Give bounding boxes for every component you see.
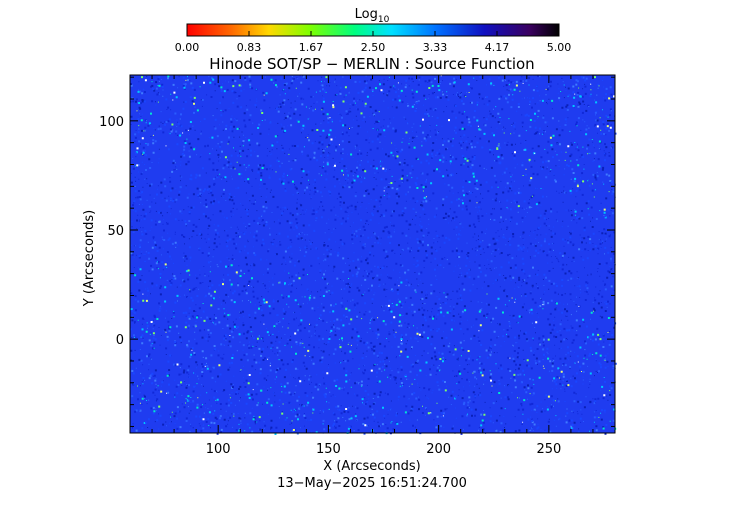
colorbar: Log10 0.00 0.83 1.67 2.50 3.33 4.17 5.00 xyxy=(175,7,572,54)
y-tick-label: 100 xyxy=(99,115,124,130)
colorbar-label: Log10 xyxy=(355,7,390,25)
x-tick-label: 150 xyxy=(316,442,341,457)
x-tick-label: 100 xyxy=(206,442,231,457)
y-axis-label: Y (Arcseconds) xyxy=(82,210,97,307)
y-axis: 0 50 100 xyxy=(99,76,615,427)
colorbar-tick-label: 3.33 xyxy=(423,41,448,54)
colorbar-tick-label: 0.83 xyxy=(237,41,262,54)
x-tick-label: 250 xyxy=(536,442,561,457)
heatmap-cell-group xyxy=(131,75,617,434)
colorbar-tick-label: 5.00 xyxy=(547,41,572,54)
colorbar-tick-label: 0.00 xyxy=(175,41,200,54)
timestamp: 13−May−2025 16:51:24.700 xyxy=(277,476,467,491)
colorbar-tick-label: 4.17 xyxy=(485,41,510,54)
colorbar-tick-label: 2.50 xyxy=(361,41,386,54)
heatmap-area xyxy=(129,74,617,435)
x-axis: 100 150 200 250 xyxy=(151,75,616,457)
y-tick-label: 0 xyxy=(116,333,124,348)
colorbar-ticks: 0.00 0.83 1.67 2.50 3.33 4.17 5.00 xyxy=(175,31,572,54)
heatmap-cells xyxy=(130,75,617,435)
x-tick-label: 200 xyxy=(426,442,451,457)
x-axis-label: X (Arcseconds) xyxy=(323,459,420,474)
y-tick-label: 50 xyxy=(107,224,124,239)
chart-title: Hinode SOT/SP − MERLIN : Source Function xyxy=(209,55,534,73)
colorbar-tick-label: 1.67 xyxy=(299,41,324,54)
